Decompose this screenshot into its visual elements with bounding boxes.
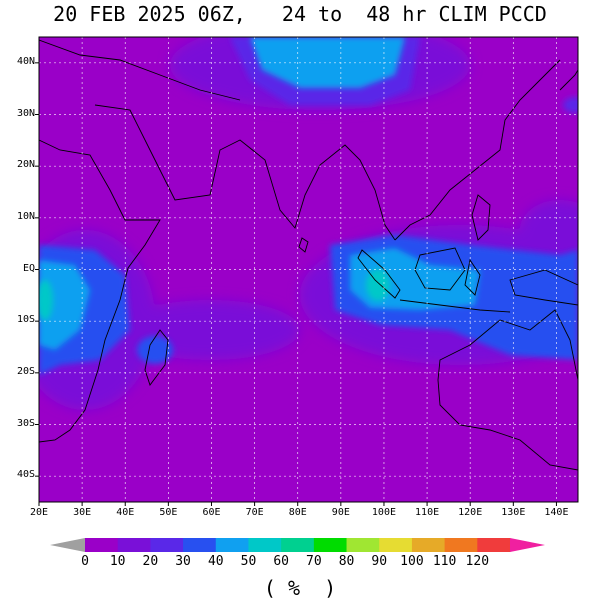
lat-label: EQ [22,262,35,274]
colorbar-swatch [346,538,380,552]
colorbar-swatch [85,538,119,552]
colorbar-tick-label: 20 [142,554,159,569]
lon-label: 40E [116,507,135,518]
colorbar-swatch [281,538,315,552]
lon-label: 140E [544,507,569,518]
colorbar-swatch [444,538,478,552]
colorbar-tick-label: 60 [273,554,289,569]
lon-label: 80E [288,507,307,518]
colorbar-tick-label: 10 [109,554,126,569]
colorbar-swatch [379,538,413,552]
lon-label: 30E [73,507,92,518]
lon-label: 90E [331,507,350,518]
shaded-field [39,37,578,502]
colorbar-swatch [150,538,184,552]
lat-label: 20N [16,159,35,171]
lon-label: 130E [501,507,526,518]
lat-label: 30S [16,417,35,429]
colorbar-tick-label: 0 [81,554,89,569]
colorbar-tick-label: 30 [175,554,191,569]
colorbar-tick-label: 50 [240,554,257,569]
colorbar-under-arrow [50,538,85,552]
colorbar-swatch [411,538,446,552]
lon-label: 70E [245,507,264,518]
colorbar-tick-label: 40 [207,554,224,569]
colorbar-swatch [215,538,249,552]
lat-label: 10N [16,210,35,222]
colorbar-swatch [117,538,151,552]
colorbar-swatch [183,538,217,552]
lon-label: 20E [29,507,49,518]
chart-title: 20 FEB 2025 06Z, 24 to 48 hr CLIM PCCD [53,2,547,26]
lat-label: 10S [16,314,35,326]
lat-label: 30N [16,107,35,119]
coastlines [39,39,578,471]
colorbar-tick-label: 70 [306,554,322,569]
lon-label: 100E [371,507,396,518]
lon-label: 120E [458,507,483,518]
colorbar-swatch [477,538,511,552]
colorbar-tick-label: 80 [338,554,355,569]
axis-ticks [35,62,557,506]
colorbar-tick-label: 120 [465,554,490,569]
colorbar-over-arrow [510,538,545,552]
lat-label: 20S [16,365,35,377]
colorbar-tick-label: 110 [432,554,457,569]
colorbar-swatch [248,538,282,552]
lon-label: 60E [202,507,221,518]
lat-label: 40S [16,469,35,481]
lat-label: 40N [16,55,35,67]
colorbar-swatch [313,538,348,552]
lon-label: 110E [415,507,440,518]
colorbar-tick-label: 90 [371,554,388,569]
colorbar [50,538,545,552]
units-label: ( % ) [263,576,337,600]
colorbar-tick-label: 100 [400,554,424,569]
lon-label: 50E [159,507,178,518]
